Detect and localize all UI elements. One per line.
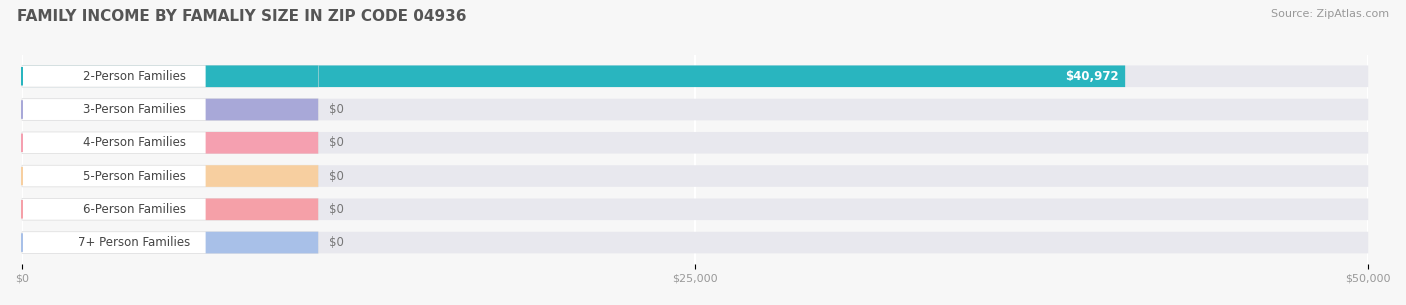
Text: 4-Person Families: 4-Person Families — [83, 136, 186, 149]
FancyBboxPatch shape — [22, 66, 1368, 87]
Text: $0: $0 — [329, 203, 344, 216]
FancyBboxPatch shape — [22, 99, 1368, 120]
Text: $0: $0 — [329, 136, 344, 149]
FancyBboxPatch shape — [205, 165, 318, 187]
Text: 7+ Person Families: 7+ Person Families — [79, 236, 191, 249]
FancyBboxPatch shape — [22, 99, 318, 120]
FancyBboxPatch shape — [22, 199, 318, 220]
FancyBboxPatch shape — [22, 232, 318, 253]
Text: $0: $0 — [329, 236, 344, 249]
Text: $0: $0 — [329, 170, 344, 183]
FancyBboxPatch shape — [22, 132, 1368, 154]
Text: 3-Person Families: 3-Person Families — [83, 103, 186, 116]
Text: FAMILY INCOME BY FAMALIY SIZE IN ZIP CODE 04936: FAMILY INCOME BY FAMALIY SIZE IN ZIP COD… — [17, 9, 467, 24]
Text: $40,972: $40,972 — [1064, 70, 1118, 83]
FancyBboxPatch shape — [22, 199, 1368, 220]
Text: $0: $0 — [329, 103, 344, 116]
FancyBboxPatch shape — [205, 132, 318, 154]
FancyBboxPatch shape — [22, 66, 318, 87]
FancyBboxPatch shape — [205, 199, 318, 220]
FancyBboxPatch shape — [205, 232, 318, 253]
Text: 5-Person Families: 5-Person Families — [83, 170, 186, 183]
FancyBboxPatch shape — [205, 99, 318, 120]
Text: 6-Person Families: 6-Person Families — [83, 203, 186, 216]
FancyBboxPatch shape — [22, 66, 1125, 87]
FancyBboxPatch shape — [22, 165, 318, 187]
FancyBboxPatch shape — [22, 132, 318, 154]
FancyBboxPatch shape — [22, 165, 1368, 187]
Text: Source: ZipAtlas.com: Source: ZipAtlas.com — [1271, 9, 1389, 19]
Text: 2-Person Families: 2-Person Families — [83, 70, 186, 83]
FancyBboxPatch shape — [205, 66, 318, 87]
FancyBboxPatch shape — [22, 232, 1368, 253]
